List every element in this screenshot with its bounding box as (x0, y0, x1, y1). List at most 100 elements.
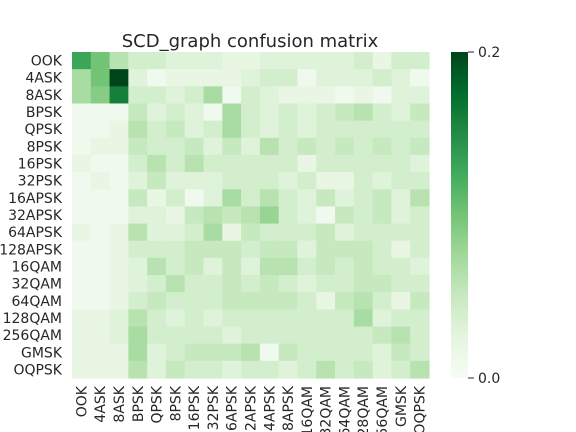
heatmap-cell (165, 172, 186, 190)
heatmap-cell (90, 275, 111, 293)
heatmap-cell (109, 309, 129, 328)
heatmap-cell (90, 189, 111, 208)
heatmap-cell (297, 69, 317, 87)
heatmap-cell (165, 360, 186, 379)
heatmap-cell (128, 240, 148, 259)
heatmap-cell (372, 223, 393, 242)
heatmap-cell (259, 223, 280, 242)
heatmap-cell (184, 189, 205, 208)
heatmap-cell (241, 326, 261, 345)
heatmap-cell (335, 275, 355, 293)
heatmap-cell (165, 189, 186, 208)
heatmap-cell (165, 52, 186, 70)
heatmap-cell (372, 137, 393, 156)
heatmap-cell (184, 257, 205, 276)
heatmap-cell (222, 257, 242, 276)
heatmap-cell (353, 206, 374, 225)
heatmap-cell (297, 275, 317, 293)
heatmap-cell (410, 240, 430, 259)
heatmap-cell (203, 326, 223, 345)
heatmap-cell (372, 309, 393, 328)
y-tick-label: 8ASK (25, 88, 62, 104)
heatmap-cell (128, 69, 148, 87)
heatmap-cell (147, 137, 167, 156)
heatmap-cell (222, 275, 242, 293)
heatmap-cell (184, 275, 205, 293)
heatmap-cell (128, 172, 148, 190)
heatmap-cell (391, 120, 411, 139)
chart-title: SCD_graph confusion matrix (122, 31, 379, 52)
heatmap-cell (184, 52, 205, 70)
y-tick-label: 128QAM (3, 311, 62, 327)
heatmap-cell (297, 240, 317, 259)
heatmap-cell (297, 137, 317, 156)
heatmap-cell (391, 257, 411, 276)
heatmap-cell (184, 103, 205, 122)
heatmap-cell (184, 240, 205, 259)
y-tick-label: OOK (31, 54, 63, 70)
heatmap-cell (278, 223, 299, 242)
heatmap-cell (222, 360, 242, 379)
y-tick-label: 128APSK (0, 242, 63, 258)
heatmap-cell (278, 137, 299, 156)
heatmap-cell (147, 309, 167, 328)
heatmap-cell (372, 52, 393, 70)
heatmap-cell (297, 223, 317, 242)
heatmap-cell (184, 137, 205, 156)
heatmap-cell (372, 172, 393, 190)
heatmap-cell (222, 103, 242, 122)
heatmap-cell (259, 309, 280, 328)
heatmap-cell (203, 154, 223, 173)
heatmap-cell (203, 257, 223, 276)
heatmap-cell (259, 343, 280, 362)
heatmap-cell (278, 275, 299, 293)
heatmap-cell (316, 223, 336, 242)
heatmap-cell (391, 103, 411, 122)
heatmap-cell (184, 154, 205, 173)
heatmap-cell (184, 172, 205, 190)
heatmap-cell (297, 154, 317, 173)
heatmap-cell (222, 69, 242, 87)
heatmap-cell (109, 137, 129, 156)
y-tick-label: OQPSK (13, 362, 62, 378)
heatmap-cell (335, 257, 355, 276)
heatmap-cell (90, 120, 111, 139)
heatmap-cell (297, 360, 317, 379)
heatmap-cell (128, 309, 148, 328)
heatmap-cell (297, 172, 317, 190)
heatmap-cell (90, 257, 111, 276)
heatmap-cell (335, 309, 355, 328)
heatmap-cell (222, 86, 242, 105)
heatmap-cell (184, 206, 205, 225)
x-tick-label: 64QAM (337, 386, 353, 432)
heatmap-cell (184, 309, 205, 328)
heatmap-cell (128, 326, 148, 345)
heatmap-cell (147, 257, 167, 276)
heatmap-cell (241, 309, 261, 328)
heatmap-cell (259, 172, 280, 190)
x-tick-label: 32APSK (244, 385, 260, 432)
heatmap-cell (128, 137, 148, 156)
x-tick-label: 16APSK (225, 385, 241, 432)
heatmap-cell (165, 154, 186, 173)
heatmap-cell (335, 326, 355, 345)
heatmap-cell (297, 103, 317, 122)
heatmap-cell (316, 309, 336, 328)
heatmap-cell (316, 86, 336, 105)
heatmap-cell (372, 206, 393, 225)
y-tick-label: 16PSK (18, 157, 63, 173)
heatmap-cell (109, 206, 129, 225)
heatmap-cell (372, 154, 393, 173)
heatmap-cell (241, 120, 261, 139)
heatmap-cell (203, 103, 223, 122)
heatmap-cell (90, 137, 111, 156)
heatmap-cell (109, 326, 129, 345)
heatmap-cell (391, 86, 411, 105)
heatmap-cell (203, 120, 223, 139)
heatmap-cell (353, 86, 374, 105)
heatmap-cell (165, 206, 186, 225)
x-tick-label: 8PSK (168, 385, 184, 421)
heatmap-cell (147, 206, 167, 225)
heatmap-cell (297, 206, 317, 225)
heatmap-cell (391, 206, 411, 225)
